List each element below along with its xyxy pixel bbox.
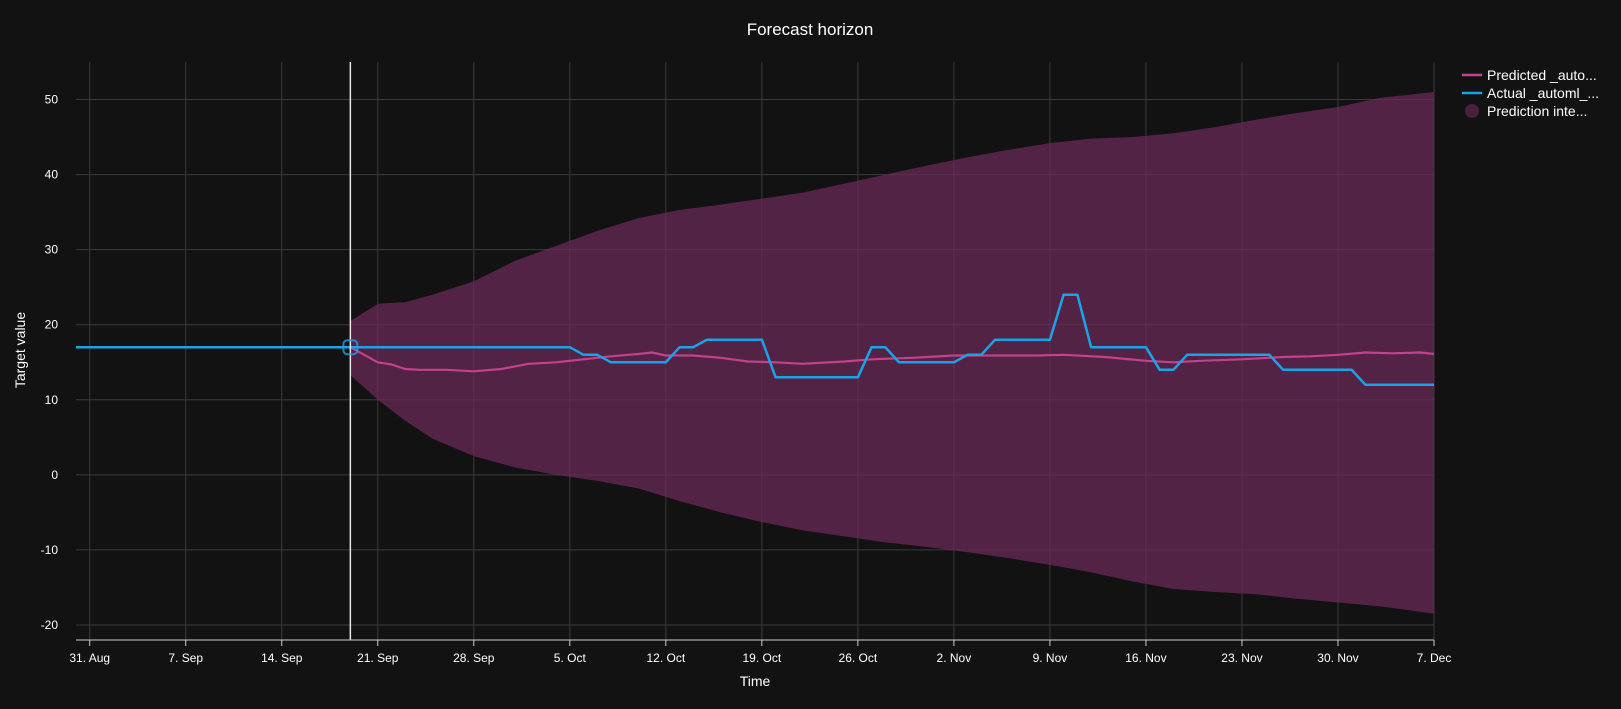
y-tick-label: 0: [51, 468, 58, 482]
legend-label: Actual _automl_...: [1487, 85, 1599, 101]
axes: -20 -10 0 10 20 30 40 50 31. Aug 7. Sep 14. Sep 21.…: [41, 93, 1452, 665]
x-tick-label: 5. Oct: [554, 651, 587, 665]
x-axis-title: Time: [740, 673, 771, 689]
prediction-interval-layer: [350, 92, 1434, 614]
hover-marker: [342, 339, 359, 356]
legend-item[interactable]: Predicted _auto...: [1462, 67, 1597, 83]
y-tick-label: 40: [45, 168, 59, 182]
x-tick-label: 12. Oct: [646, 651, 685, 665]
x-tick-label: 9. Nov: [1033, 651, 1068, 665]
x-tick-label: 2. Nov: [937, 651, 972, 665]
y-tick-label: 10: [45, 393, 59, 407]
chart-title: Forecast horizon: [747, 20, 874, 39]
y-tick-label: 50: [45, 93, 59, 107]
x-tick-label: 7. Sep: [168, 651, 203, 665]
x-tick-label: 19. Oct: [743, 651, 782, 665]
x-tick-label: 31. Aug: [69, 651, 110, 665]
prediction-interval-band: [350, 92, 1434, 614]
legend-label: Predicted _auto...: [1487, 67, 1597, 83]
series-lines-layer: [76, 293, 1435, 387]
x-tick-label: 14. Sep: [261, 651, 303, 665]
legend-label: Prediction inte...: [1487, 103, 1587, 119]
predicted-series-line: [349, 346, 1435, 373]
x-tick-label: 16. Nov: [1125, 651, 1166, 665]
x-tick-label: 26. Oct: [839, 651, 878, 665]
y-axis-title: Target value: [12, 312, 28, 388]
x-tick-label: 23. Nov: [1221, 651, 1262, 665]
actual-series-line: [76, 293, 1434, 387]
y-tick-label: 20: [45, 318, 59, 332]
y-tick-label: -20: [41, 618, 59, 632]
x-tick-label: 21. Sep: [357, 651, 399, 665]
legend[interactable]: Predicted _auto... Actual _automl_... Pred…: [1462, 67, 1599, 119]
y-tick-label: 30: [45, 243, 59, 257]
legend-swatch: [1465, 104, 1479, 118]
legend-item[interactable]: Actual _automl_...: [1462, 85, 1599, 101]
x-tick-label: 30. Nov: [1317, 651, 1358, 665]
legend-item[interactable]: Prediction inte...: [1465, 103, 1587, 119]
y-tick-label: -10: [41, 543, 59, 557]
x-tick-label: 7. Dec: [1417, 651, 1452, 665]
x-tick-label: 28. Sep: [453, 651, 495, 665]
marker-layer: [342, 62, 359, 640]
